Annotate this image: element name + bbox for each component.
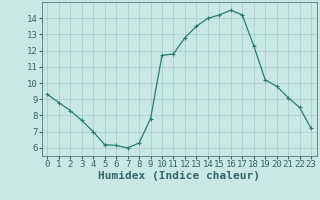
- X-axis label: Humidex (Indice chaleur): Humidex (Indice chaleur): [98, 171, 260, 181]
